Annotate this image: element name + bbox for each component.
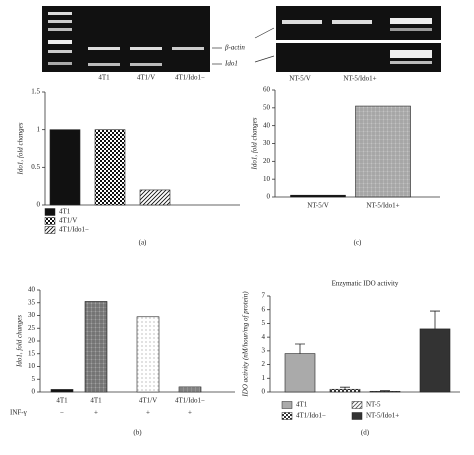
- treatment-label: INF-γ: [10, 409, 27, 417]
- y-axis-label: IDO activity (nM/hour/mg of protein): [242, 291, 250, 398]
- y-tick-label: 40: [263, 121, 271, 129]
- bar: [136, 316, 160, 393]
- y-axis-label: Ido1, fold changes: [251, 117, 259, 170]
- legend-swatch: [351, 401, 363, 409]
- bar: [290, 194, 346, 198]
- legend-swatch: [44, 208, 56, 216]
- y-tick-label: 20: [28, 337, 36, 345]
- error-bar: [380, 390, 390, 392]
- legend-swatch: [44, 217, 56, 225]
- y-tick-label: 50: [263, 103, 271, 111]
- y-tick-label: 3: [262, 346, 266, 354]
- legend-label: 4T1/Ido1−: [296, 412, 326, 420]
- legend-label: 4T1/Ido1−: [59, 226, 89, 234]
- treatment-mark: +: [94, 409, 98, 417]
- y-axis-label: Ido1, fold changes: [16, 315, 24, 368]
- x-tick-label: 4T1/V: [139, 397, 157, 405]
- y-tick-label: 1: [37, 125, 41, 133]
- y-tick-label: 10: [263, 175, 271, 183]
- bar: [94, 129, 126, 206]
- y-tick-label: 6: [262, 305, 266, 313]
- lane-label: NT-5/Ido1+: [343, 75, 376, 83]
- y-tick-label: 15: [28, 349, 36, 357]
- legend-label: 4T1: [296, 401, 308, 409]
- y-tick-label: 40: [28, 286, 36, 294]
- y-tick-label: 1.5: [31, 88, 40, 96]
- panel-label: (a): [139, 239, 147, 247]
- bar: [369, 391, 401, 393]
- panel-label: (d): [361, 429, 370, 437]
- legend-swatch: [44, 226, 56, 234]
- bar: [84, 301, 108, 393]
- y-tick-label: 20: [263, 157, 271, 165]
- y-tick-label: 30: [263, 139, 271, 147]
- bar: [355, 105, 411, 198]
- bar: [49, 129, 81, 206]
- legend-label: 4T1/V: [59, 217, 77, 225]
- y-tick-label: 35: [28, 298, 36, 306]
- treatment-mark: +: [146, 409, 150, 417]
- error-bar: [340, 386, 350, 390]
- y-tick-label: 5: [32, 375, 36, 383]
- y-tick-label: 2: [262, 360, 266, 368]
- bar: [284, 353, 316, 393]
- y-tick-label: 0: [32, 388, 36, 396]
- y-tick-label: 5: [262, 319, 266, 327]
- bar: [50, 389, 74, 393]
- panel-label: (c): [354, 239, 362, 247]
- legend-label: NT-5: [366, 401, 381, 409]
- panel-label: (b): [133, 429, 142, 437]
- bar: [178, 386, 202, 393]
- lane-label: 4T1/V: [137, 74, 155, 82]
- y-axis-label: Ido1, fold changes: [17, 122, 25, 175]
- treatment-mark: −: [60, 409, 64, 417]
- y-tick-label: 7: [262, 292, 266, 300]
- y-tick-label: 0: [267, 193, 271, 201]
- gel-right: [276, 6, 441, 72]
- y-tick-label: 25: [28, 324, 36, 332]
- x-tick-label: 4T1: [90, 397, 102, 405]
- y-tick-label: 0.5: [31, 163, 40, 171]
- lane-label: 4T1/Ido1−: [175, 74, 205, 82]
- y-tick-label: 30: [28, 311, 36, 319]
- chart-title: Enzymatic IDO activity: [332, 280, 399, 288]
- treatment-mark: +: [188, 409, 192, 417]
- bar: [139, 189, 171, 206]
- lane-label: 4T1: [98, 74, 110, 82]
- band-label: β-actin: [224, 44, 245, 52]
- x-tick-label: 4T1/Ido1−: [175, 397, 205, 405]
- bar: [419, 328, 451, 393]
- y-tick-label: 0: [37, 201, 41, 209]
- legend-label: NT-5/Ido1+: [366, 412, 399, 420]
- legend-swatch: [281, 412, 293, 420]
- gel-left: [42, 6, 210, 72]
- bar: [329, 388, 361, 393]
- band-label: Ido1: [224, 60, 238, 68]
- x-tick-label: NT-5/Ido1+: [366, 202, 399, 210]
- y-tick-label: 0: [262, 388, 266, 396]
- legend-swatch: [281, 401, 293, 409]
- x-tick-label: NT-5/V: [307, 202, 329, 210]
- lane-label: NT-5/V: [289, 75, 311, 83]
- legend-swatch: [351, 412, 363, 420]
- legend-label: 4T1: [59, 208, 71, 216]
- error-bar: [295, 343, 305, 354]
- error-bar: [430, 310, 440, 329]
- y-tick-label: 60: [263, 86, 271, 94]
- x-tick-label: 4T1: [56, 397, 68, 405]
- y-tick-label: 1: [262, 374, 266, 382]
- y-tick-label: 10: [28, 362, 36, 370]
- y-tick-label: 4: [262, 333, 266, 341]
